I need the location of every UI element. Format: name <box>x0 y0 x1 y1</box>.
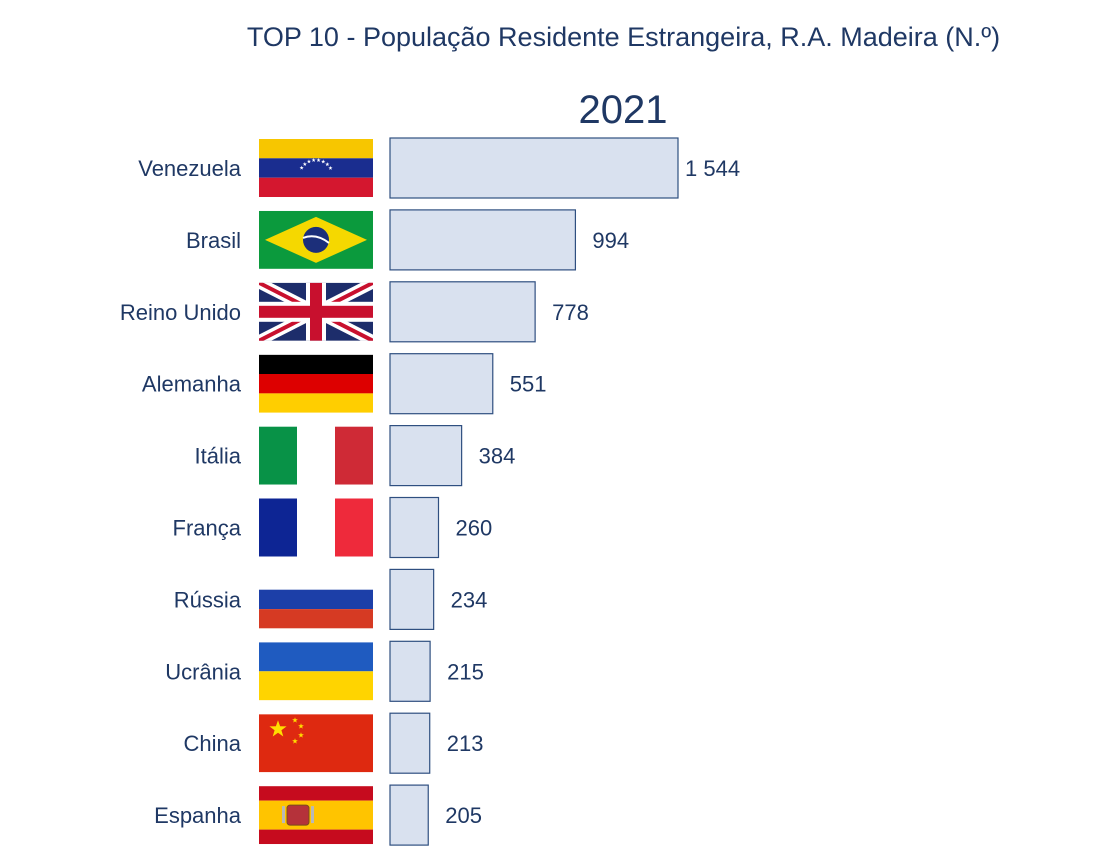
chart-year-subtitle: 2021 <box>578 88 668 132</box>
chart-title: TOP 10 - População Residente Estrangeira… <box>246 22 1001 52</box>
bar <box>389 496 440 559</box>
data-label: 260 <box>456 516 493 541</box>
bar <box>389 425 463 487</box>
category-label: Reino Unido <box>120 300 241 325</box>
category-label: Alemanha <box>142 372 242 397</box>
bar-row: Ucrânia 215 <box>165 640 484 702</box>
venezuela-flag <box>259 139 373 197</box>
spain-flag <box>259 786 373 845</box>
bar-row: China 213 <box>184 712 484 774</box>
data-label: 1 544 <box>685 156 740 181</box>
category-label: China <box>184 731 242 756</box>
data-label: 213 <box>447 731 484 756</box>
ukraine-flag <box>259 642 373 701</box>
russia-flag <box>259 570 373 629</box>
data-label: 234 <box>451 587 488 612</box>
germany-flag <box>259 354 373 413</box>
bar-row: Venezuela 1 544 <box>138 137 740 199</box>
category-label: Ucrânia <box>165 659 242 684</box>
bar <box>389 784 429 846</box>
italy-flag <box>259 426 373 485</box>
data-label: 205 <box>445 803 482 828</box>
bar <box>389 568 435 631</box>
united-kingdom-flag <box>259 282 373 341</box>
bar <box>389 640 431 702</box>
china-flag <box>259 714 373 773</box>
data-label: 551 <box>510 372 547 397</box>
category-label: Brasil <box>186 228 241 253</box>
bar <box>389 281 536 343</box>
category-label: Itália <box>195 444 242 469</box>
bar <box>389 209 577 271</box>
category-label: Venezuela <box>138 156 242 181</box>
brazil-flag <box>259 210 373 269</box>
bar-row: Itália 384 <box>195 425 516 487</box>
data-label: 778 <box>552 300 589 325</box>
france-flag <box>259 498 373 557</box>
bar-row: Rússia 234 <box>174 568 488 631</box>
category-label: Rússia <box>174 587 242 612</box>
data-label: 215 <box>447 659 484 684</box>
bar <box>389 712 431 774</box>
bar-row: Brasil 994 <box>186 209 629 271</box>
bar-row: Reino Unido 778 <box>120 281 589 343</box>
category-label: França <box>173 516 242 541</box>
data-label: 994 <box>592 228 629 253</box>
bar <box>389 353 494 415</box>
bar-row: Alemanha 551 <box>142 353 547 415</box>
bar-row: Espanha 205 <box>154 784 482 846</box>
bar-row: França 260 <box>173 496 493 559</box>
bar <box>389 137 679 199</box>
category-label: Espanha <box>154 803 242 828</box>
data-label: 384 <box>479 444 516 469</box>
